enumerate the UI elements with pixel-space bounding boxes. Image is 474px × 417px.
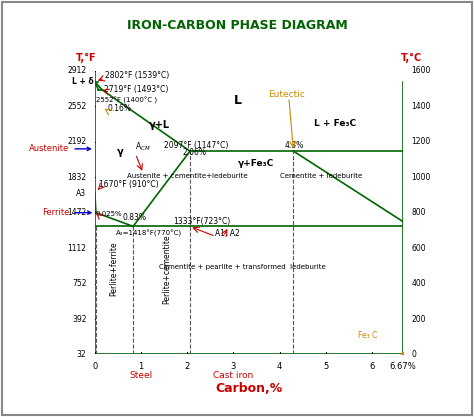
Text: 1333°F(723°C): 1333°F(723°C) xyxy=(173,217,230,226)
Text: L + δ: L + δ xyxy=(72,77,93,86)
Text: 5: 5 xyxy=(323,362,328,371)
Text: 392: 392 xyxy=(72,314,86,324)
Text: 0.83%: 0.83% xyxy=(122,213,146,222)
Text: 3: 3 xyxy=(231,362,236,371)
Text: L: L xyxy=(234,93,242,107)
Text: Austenite: Austenite xyxy=(29,144,91,153)
Text: 1832: 1832 xyxy=(67,173,86,182)
Text: 2912: 2912 xyxy=(67,66,86,75)
Text: Fe₃ C: Fe₃ C xyxy=(358,331,377,340)
Text: 32: 32 xyxy=(77,350,86,359)
Text: Steel: Steel xyxy=(129,371,153,380)
Text: A3: A3 xyxy=(76,188,86,198)
Text: 1670°F (910°C): 1670°F (910°C) xyxy=(100,180,159,189)
Text: 2719°F (1493°C): 2719°F (1493°C) xyxy=(104,85,168,94)
Text: 0.025%: 0.025% xyxy=(96,211,122,217)
Text: 1200: 1200 xyxy=(411,137,430,146)
Text: 4: 4 xyxy=(277,362,282,371)
Text: T,°C: T,°C xyxy=(401,53,422,63)
Text: A₂=1418°F(770°C): A₂=1418°F(770°C) xyxy=(116,230,182,237)
Text: 400: 400 xyxy=(411,279,426,288)
Text: 752: 752 xyxy=(72,279,86,288)
Text: Carbon,%: Carbon,% xyxy=(215,382,283,395)
Text: 2.06%: 2.06% xyxy=(182,148,207,157)
Text: L + Fe₃C: L + Fe₃C xyxy=(314,119,356,128)
Text: Cast iron: Cast iron xyxy=(213,371,254,380)
Text: 0: 0 xyxy=(411,350,416,359)
Text: 0.16%: 0.16% xyxy=(108,104,132,113)
Text: A$_{CM}$: A$_{CM}$ xyxy=(136,141,151,153)
Text: 1472: 1472 xyxy=(67,208,86,217)
Text: Austenite + cementite+ledeburite: Austenite + cementite+ledeburite xyxy=(127,173,247,179)
Text: 2552°F (1400°C ): 2552°F (1400°C ) xyxy=(96,97,157,104)
Text: γ: γ xyxy=(117,147,124,157)
Text: 4.3%: 4.3% xyxy=(284,141,303,150)
Text: 800: 800 xyxy=(411,208,426,217)
Text: 2802°F (1539°C): 2802°F (1539°C) xyxy=(105,71,169,80)
Text: 2097°F (1147°C): 2097°F (1147°C) xyxy=(164,141,228,150)
Text: 6.67%: 6.67% xyxy=(390,362,416,371)
Text: 1400: 1400 xyxy=(411,102,430,111)
Text: T,°F: T,°F xyxy=(76,53,97,63)
Text: 1600: 1600 xyxy=(411,66,430,75)
Text: 2552: 2552 xyxy=(67,102,86,111)
Text: 6: 6 xyxy=(369,362,374,371)
Text: A1, A2: A1, A2 xyxy=(215,229,240,239)
Text: γ+Fe₃C: γ+Fe₃C xyxy=(238,158,274,168)
Text: 2192: 2192 xyxy=(67,137,86,146)
Text: Cementite + ledeburite: Cementite + ledeburite xyxy=(280,173,362,179)
Text: IRON-CARBON PHASE DIAGRAM: IRON-CARBON PHASE DIAGRAM xyxy=(127,19,347,32)
Text: γ+L: γ+L xyxy=(149,120,170,130)
Text: Ferrite: Ferrite xyxy=(42,208,91,217)
Text: Perlite+ferrite: Perlite+ferrite xyxy=(109,242,118,296)
Text: 600: 600 xyxy=(411,244,426,253)
Text: 0: 0 xyxy=(92,362,98,371)
Text: 2: 2 xyxy=(184,362,190,371)
Text: Eutectic: Eutectic xyxy=(268,90,305,99)
Text: 1112: 1112 xyxy=(67,244,86,253)
Text: 200: 200 xyxy=(411,314,426,324)
Text: Cementite + pearlite + transformed  ledeburite: Cementite + pearlite + transformed ledeb… xyxy=(159,264,326,270)
Text: 1: 1 xyxy=(138,362,144,371)
Text: Perlite+cementite: Perlite+cementite xyxy=(162,234,171,304)
Text: 1000: 1000 xyxy=(411,173,430,182)
